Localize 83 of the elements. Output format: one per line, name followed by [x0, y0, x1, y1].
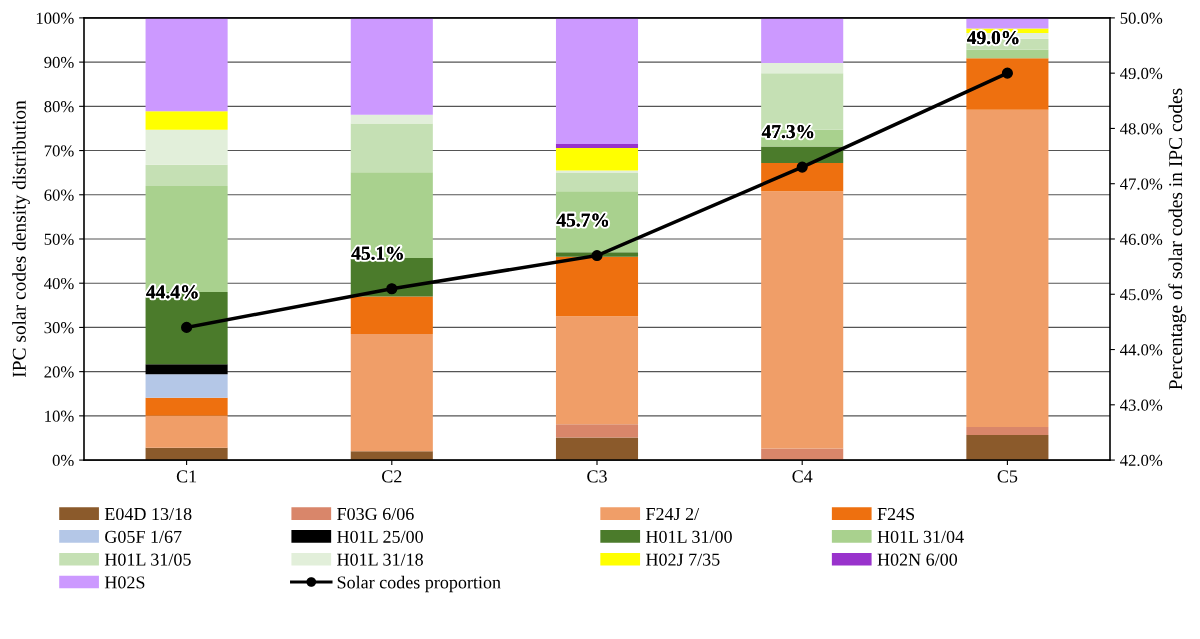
bar — [350, 17, 433, 115]
y2-tick-label: 48.0% — [1120, 123, 1163, 135]
y2-tick-label: 50.0% — [1120, 12, 1163, 24]
point — [1001, 67, 1013, 79]
y2-tick-label: 47.0% — [1120, 178, 1163, 190]
bar — [966, 434, 1049, 461]
data-label: 49.0% — [967, 31, 1019, 45]
bar — [145, 374, 228, 398]
bar — [555, 147, 639, 171]
legend-label: H01L 31/00 — [646, 530, 732, 543]
bar — [350, 451, 433, 461]
point — [796, 161, 808, 173]
x-tick-label: C3 — [587, 470, 607, 483]
bar — [555, 143, 639, 148]
y2-tick-label: 44.0% — [1120, 344, 1163, 356]
legend-label: H02N 6/00 — [877, 553, 958, 566]
bar — [761, 17, 844, 63]
bar — [555, 256, 639, 317]
y2-tick-label: 43.0% — [1120, 399, 1163, 411]
bar — [555, 424, 639, 438]
legend-label: H02J 7/35 — [646, 553, 720, 566]
y2-tick-label: 45.0% — [1120, 288, 1163, 301]
y-tick-label: 60% — [44, 189, 74, 201]
data-label: 45.7% — [556, 213, 609, 227]
bar — [145, 111, 228, 130]
legend-label: F03G 6/06 — [337, 507, 414, 521]
y2-axis-title: Percentage of solar codes in IPC codes — [1168, 88, 1187, 390]
legend-label: H01L 31/05 — [104, 553, 191, 566]
y-tick-label: 40% — [44, 277, 74, 290]
legend-label: Solar codes proportion — [337, 575, 501, 593]
y-tick-label: 20% — [44, 366, 74, 378]
y-axis-title: IPC solar codes density distribution — [12, 100, 30, 378]
bar — [966, 17, 1049, 29]
point — [181, 321, 193, 333]
legend-label: G05F 1/67 — [105, 530, 182, 543]
x-tick-label: C5 — [997, 470, 1018, 483]
y-tick-label: 80% — [44, 101, 74, 113]
bar — [966, 58, 1049, 110]
bar — [555, 173, 639, 192]
bar — [761, 191, 844, 449]
point — [386, 283, 398, 295]
x-tick-label: C2 — [382, 470, 402, 483]
y-tick-label: 10% — [45, 410, 74, 422]
bar — [555, 316, 639, 425]
legend-label: H01L 25/00 — [337, 530, 423, 543]
bar — [145, 397, 228, 416]
bar — [145, 17, 228, 112]
bar — [350, 296, 433, 335]
x-tick-label: C1 — [176, 470, 197, 483]
legend-label: H01L 31/04 — [877, 530, 964, 543]
data-label: 45.1% — [351, 246, 403, 260]
bar — [350, 172, 433, 258]
bar — [966, 426, 1049, 435]
bar — [555, 437, 639, 461]
x-tick-label: C4 — [792, 470, 813, 483]
y-tick-label: 100% — [36, 12, 74, 24]
y-tick-label: 0% — [52, 454, 74, 467]
legend-label: H02S — [104, 576, 145, 589]
bar — [350, 334, 433, 452]
bar — [145, 129, 228, 165]
bar — [145, 164, 228, 186]
bar — [966, 109, 1049, 427]
legend-label: F24J 2/ — [646, 507, 700, 521]
y-tick-label: 50% — [44, 233, 74, 245]
point — [591, 250, 603, 262]
bar — [145, 415, 228, 448]
legend-label: H01L 31/18 — [337, 553, 423, 566]
bar — [555, 170, 639, 174]
bar — [555, 17, 639, 144]
y2-tick-label: 42.0% — [1120, 454, 1163, 467]
legend-label: F24S — [877, 507, 915, 521]
y2-tick-label: 49.0% — [1120, 67, 1163, 80]
bar — [350, 123, 433, 173]
y-tick-label: 30% — [44, 322, 74, 334]
data-label: 47.3% — [761, 125, 814, 139]
y-tick-label: 70% — [44, 145, 74, 157]
bar — [761, 63, 844, 74]
bar — [145, 364, 228, 375]
y2-tick-label: 46.0% — [1120, 233, 1163, 246]
y-tick-label: 90% — [44, 56, 74, 69]
bar — [350, 114, 433, 124]
legend-label: E04D 13/18 — [104, 507, 192, 521]
bar — [966, 49, 1049, 59]
